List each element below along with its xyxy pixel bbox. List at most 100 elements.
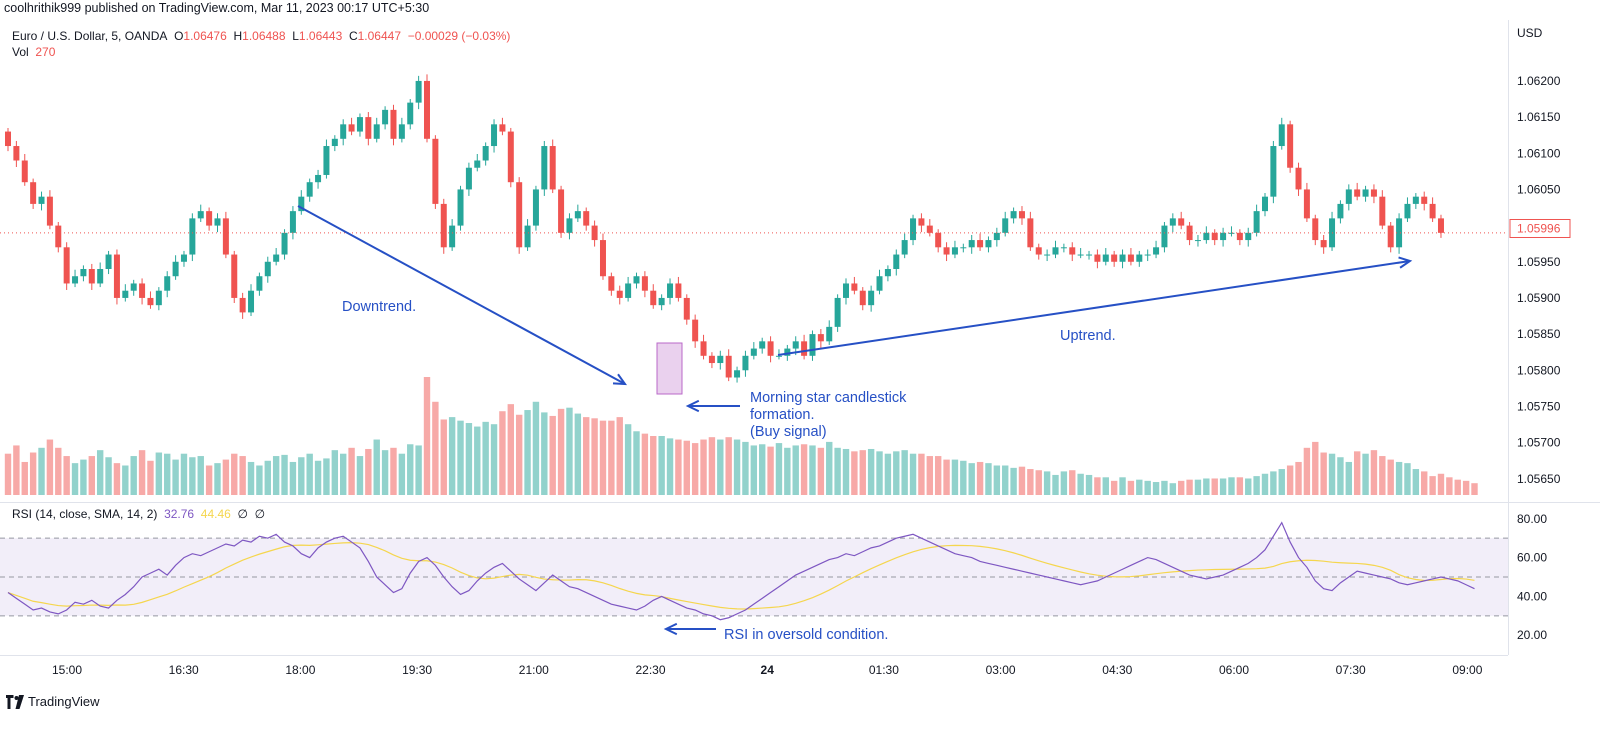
candle[interactable]: [1429, 197, 1436, 222]
candle[interactable]: [1362, 185, 1369, 202]
candle[interactable]: [491, 119, 498, 153]
tradingview-brand[interactable]: TradingView: [28, 694, 100, 709]
candle[interactable]: [608, 272, 615, 296]
candle[interactable]: [1354, 182, 1361, 201]
candle[interactable]: [21, 153, 28, 186]
rsi-indicator-label[interactable]: RSI (14, close, SMA, 14, 2): [12, 507, 158, 521]
candle[interactable]: [868, 285, 875, 312]
candle[interactable]: [256, 272, 263, 296]
candle[interactable]: [1278, 117, 1285, 150]
candle[interactable]: [851, 276, 858, 295]
rsi-chart[interactable]: [0, 503, 1508, 655]
candle[interactable]: [591, 220, 598, 247]
candle[interactable]: [1337, 200, 1344, 224]
candle[interactable]: [122, 284, 129, 302]
candle[interactable]: [1236, 229, 1243, 246]
candle[interactable]: [72, 269, 79, 288]
candle[interactable]: [1370, 184, 1377, 204]
candle[interactable]: [951, 240, 958, 259]
candle[interactable]: [616, 285, 623, 305]
candle[interactable]: [315, 169, 322, 189]
candle[interactable]: [113, 249, 120, 305]
candle[interactable]: [1111, 250, 1118, 267]
candle[interactable]: [1404, 197, 1411, 222]
candle[interactable]: [1387, 221, 1394, 253]
candle[interactable]: [566, 213, 573, 240]
candle[interactable]: [340, 119, 347, 146]
candle[interactable]: [1169, 213, 1176, 233]
candle[interactable]: [1396, 213, 1403, 254]
candle[interactable]: [1421, 191, 1428, 211]
candle[interactable]: [248, 284, 255, 317]
candle[interactable]: [675, 276, 682, 302]
candle[interactable]: [834, 294, 841, 332]
candle[interactable]: [700, 334, 707, 360]
candle[interactable]: [298, 190, 305, 215]
candle[interactable]: [960, 243, 967, 253]
morning-star-highlight[interactable]: [656, 342, 683, 395]
candle[interactable]: [474, 153, 481, 172]
rsi-oversold-arrow[interactable]: [663, 622, 716, 636]
candle[interactable]: [650, 284, 657, 309]
candle[interactable]: [901, 233, 908, 259]
candle[interactable]: [1161, 221, 1168, 253]
price-axis[interactable]: USD 1.06200 1.06150 1.06100 1.06050 1.05950 1.…: [1508, 20, 1600, 502]
candle[interactable]: [130, 279, 137, 296]
candle[interactable]: [1270, 140, 1277, 204]
candle[interactable]: [13, 140, 20, 168]
candle[interactable]: [977, 233, 984, 251]
candle[interactable]: [1295, 162, 1302, 196]
candle[interactable]: [1437, 214, 1444, 238]
candle[interactable]: [449, 219, 456, 251]
candle[interactable]: [80, 265, 87, 282]
candle[interactable]: [197, 204, 204, 222]
candle[interactable]: [356, 113, 363, 137]
candle[interactable]: [88, 263, 95, 290]
candle[interactable]: [599, 233, 606, 280]
candle[interactable]: [1262, 193, 1268, 217]
candle[interactable]: [432, 135, 439, 209]
candle[interactable]: [1044, 249, 1051, 262]
candle[interactable]: [46, 190, 53, 230]
candle[interactable]: [214, 213, 221, 233]
candle[interactable]: [1086, 250, 1093, 260]
candle[interactable]: [5, 127, 11, 152]
candle[interactable]: [306, 178, 313, 202]
candle[interactable]: [1412, 193, 1419, 209]
candle[interactable]: [884, 265, 891, 282]
candle[interactable]: [424, 74, 430, 143]
candle[interactable]: [222, 211, 229, 259]
candle[interactable]: [801, 334, 808, 360]
candle[interactable]: [558, 185, 565, 238]
candle[interactable]: [926, 219, 933, 237]
candle[interactable]: [750, 342, 757, 360]
candle[interactable]: [373, 117, 380, 143]
candle[interactable]: [390, 104, 397, 146]
candle[interactable]: [1027, 211, 1034, 251]
candle[interactable]: [574, 204, 581, 222]
candle[interactable]: [382, 106, 389, 130]
candle[interactable]: [1035, 243, 1042, 260]
candle[interactable]: [935, 229, 942, 253]
candle[interactable]: [440, 198, 447, 254]
candle[interactable]: [625, 276, 632, 302]
candle[interactable]: [482, 142, 489, 166]
candle[interactable]: [1119, 249, 1126, 269]
candle[interactable]: [985, 236, 992, 253]
candle[interactable]: [1228, 226, 1235, 237]
candle[interactable]: [164, 271, 171, 298]
candle[interactable]: [63, 242, 70, 290]
candle[interactable]: [231, 250, 238, 303]
candle[interactable]: [725, 349, 732, 382]
candle[interactable]: [147, 291, 154, 309]
candle[interactable]: [1178, 211, 1185, 230]
candle[interactable]: [323, 139, 330, 179]
candle[interactable]: [1002, 211, 1009, 237]
candle[interactable]: [1127, 248, 1134, 266]
candle[interactable]: [1153, 240, 1160, 259]
candle[interactable]: [524, 219, 531, 251]
candle[interactable]: [742, 350, 749, 377]
candle[interactable]: [264, 256, 271, 283]
candle[interactable]: [826, 320, 833, 345]
candle[interactable]: [1303, 182, 1310, 222]
